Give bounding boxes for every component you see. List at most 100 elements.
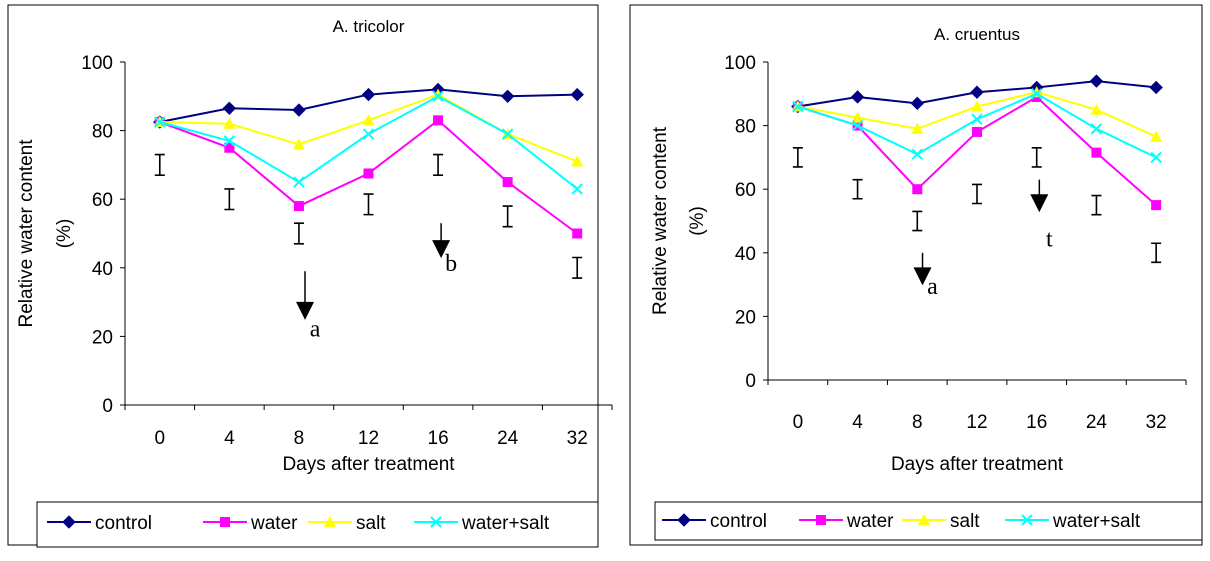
chart-title: A. cruentus: [934, 25, 1020, 44]
data-point-marker: [220, 517, 230, 527]
data-point-marker: [912, 184, 923, 195]
legend-label: water+salt: [1052, 511, 1141, 532]
error-bar: [363, 193, 374, 216]
x-axis-label: Days after treatment: [282, 454, 455, 475]
data-point-marker: [851, 119, 864, 132]
data-point-marker: [223, 117, 236, 129]
data-point-marker: [62, 515, 76, 529]
error-bar: [224, 188, 235, 211]
x-tick-label: 32: [567, 428, 588, 449]
x-tick-label: 8: [912, 412, 923, 433]
error-bar: [852, 178, 863, 200]
data-point-marker: [1021, 514, 1033, 526]
error-bar: [154, 153, 165, 176]
data-point-marker: [223, 135, 236, 147]
data-point-marker: [970, 85, 984, 99]
legend-label: water+salt: [461, 513, 550, 534]
data-point-marker: [433, 115, 444, 126]
y-tick-label: 0: [745, 371, 756, 392]
legend-label: salt: [356, 513, 386, 534]
data-point-marker: [224, 142, 235, 153]
x-tick-label: 16: [428, 428, 449, 449]
data-point-marker: [432, 90, 444, 103]
data-point-marker: [502, 177, 513, 188]
error-bar: [792, 147, 803, 168]
error-bar: [433, 153, 444, 176]
data-point-marker: [911, 122, 924, 134]
annotation-label: a: [927, 274, 938, 300]
error-bar: [912, 210, 923, 232]
x-tick-label: 12: [358, 428, 379, 449]
x-tick-label: 0: [793, 412, 804, 433]
y-axis-label: Relative water content: [16, 139, 37, 328]
series-water_salt: [154, 90, 583, 195]
data-point-marker: [792, 100, 804, 113]
error-bar: [1151, 242, 1162, 264]
annotation-arrow-head: [1030, 194, 1049, 213]
annotation-label: a: [310, 316, 321, 342]
error-bar: [1091, 194, 1102, 216]
data-point-marker: [911, 148, 923, 160]
x-axis-label: Days after treatment: [891, 454, 1064, 475]
error-bar: [1031, 147, 1042, 168]
data-point-marker: [500, 89, 515, 104]
data-point-marker: [222, 101, 237, 116]
legend-label: control: [95, 513, 152, 534]
data-point-marker: [570, 87, 584, 102]
y-tick-label: 80: [735, 117, 756, 138]
legend-item-control: control: [47, 513, 152, 534]
data-point-marker: [1151, 200, 1162, 211]
y-axis-unit-label: (%): [54, 219, 75, 249]
data-point-marker: [292, 138, 305, 150]
data-point-marker: [572, 228, 583, 239]
data-point-marker: [910, 96, 924, 111]
error-bar: [293, 222, 304, 245]
legend-box: [36, 501, 599, 548]
data-point-marker: [362, 128, 375, 140]
y-tick-label: 60: [92, 190, 113, 211]
data-point-marker: [293, 201, 304, 212]
y-tick-label: 20: [735, 307, 756, 328]
y-tick-label: 80: [92, 122, 113, 143]
data-point-marker: [1091, 147, 1102, 158]
y-tick-label: 60: [735, 180, 756, 201]
data-point-marker: [1031, 88, 1043, 100]
annotation-label: t: [1046, 226, 1053, 252]
chart-panel: A. tricolor 0 20 40 60 80 100 0 4 8 12 16 24 32 Days a…: [7, 4, 613, 548]
legend-item-control: control: [662, 511, 767, 532]
y-axis-label: Relative water content: [650, 126, 671, 315]
data-point-marker: [154, 116, 166, 128]
x-tick-label: 16: [1026, 412, 1047, 433]
legend-item-water_salt: water+salt: [1005, 511, 1141, 532]
legend-item-salt: salt: [308, 513, 386, 534]
legend: control water salt water+salt: [654, 501, 1203, 541]
data-point-marker: [363, 168, 374, 179]
x-tick-label: 24: [1086, 412, 1108, 433]
data-point-marker: [677, 513, 691, 527]
x-tick-label: 8: [294, 428, 305, 449]
legend-label: water: [846, 511, 894, 532]
error-bar: [572, 256, 583, 279]
data-point-marker: [292, 103, 306, 117]
y-tick-label: 40: [92, 259, 113, 280]
x-tick-label: 4: [852, 412, 863, 433]
data-point-marker: [1090, 123, 1103, 135]
annotation-arrow-head: [913, 267, 932, 286]
legend-item-water: water: [203, 513, 298, 534]
chart-panel: A. cruentus 0 20 40 60 80 100 0 4 8 12 16 24 32 Days a…: [629, 4, 1203, 546]
data-point-marker: [918, 514, 930, 525]
error-bar: [972, 183, 982, 205]
data-point-marker: [1150, 130, 1163, 142]
y-tick-label: 100: [81, 53, 113, 74]
data-point-marker: [1149, 80, 1163, 95]
y-axis-unit-label: (%): [687, 206, 708, 236]
legend: control water salt water+salt: [36, 501, 599, 548]
y-tick-label: 0: [102, 396, 113, 417]
chart-title: A. tricolor: [333, 17, 405, 36]
data-point-marker: [1150, 151, 1162, 164]
data-point-marker: [324, 516, 336, 527]
legend-item-water: water: [799, 511, 894, 532]
data-point-marker: [1090, 103, 1103, 115]
data-point-marker: [851, 111, 864, 123]
x-tick-label: 4: [224, 428, 235, 449]
